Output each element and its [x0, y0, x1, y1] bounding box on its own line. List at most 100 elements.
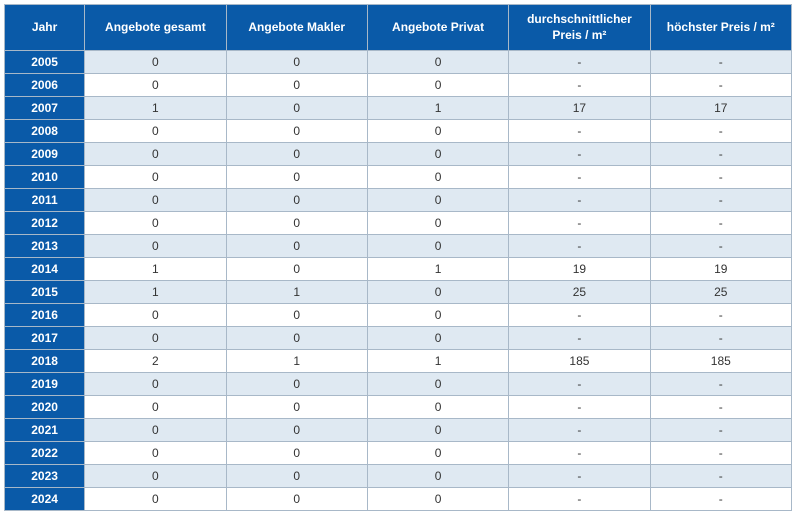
cell-max: -	[650, 442, 791, 465]
cell-makler: 0	[226, 396, 367, 419]
year-cell: 2008	[5, 120, 85, 143]
cell-makler: 0	[226, 189, 367, 212]
cell-privat: 0	[367, 189, 508, 212]
cell-gesamt: 0	[85, 143, 226, 166]
cell-gesamt: 2	[85, 350, 226, 373]
cell-privat: 0	[367, 442, 508, 465]
cell-max: -	[650, 488, 791, 511]
cell-gesamt: 1	[85, 281, 226, 304]
cell-privat: 0	[367, 327, 508, 350]
cell-avg: -	[509, 465, 650, 488]
cell-gesamt: 1	[85, 97, 226, 120]
year-cell: 2018	[5, 350, 85, 373]
cell-max: -	[650, 419, 791, 442]
cell-avg: -	[509, 419, 650, 442]
table-row: 2010000--	[5, 166, 792, 189]
cell-privat: 1	[367, 258, 508, 281]
year-cell: 2011	[5, 189, 85, 212]
table-row: 2016000--	[5, 304, 792, 327]
cell-privat: 0	[367, 419, 508, 442]
col-header-avg: durchschnittlicher Preis / m²	[509, 5, 650, 51]
table-row: 2017000--	[5, 327, 792, 350]
cell-makler: 0	[226, 442, 367, 465]
cell-gesamt: 0	[85, 373, 226, 396]
year-cell: 2021	[5, 419, 85, 442]
cell-max: 19	[650, 258, 791, 281]
cell-gesamt: 0	[85, 212, 226, 235]
cell-gesamt: 0	[85, 166, 226, 189]
cell-makler: 0	[226, 212, 367, 235]
year-cell: 2017	[5, 327, 85, 350]
cell-avg: -	[509, 235, 650, 258]
cell-avg: -	[509, 396, 650, 419]
cell-gesamt: 0	[85, 419, 226, 442]
table-row: 2021000--	[5, 419, 792, 442]
cell-gesamt: 0	[85, 120, 226, 143]
cell-makler: 0	[226, 373, 367, 396]
year-cell: 2014	[5, 258, 85, 281]
cell-avg: -	[509, 166, 650, 189]
cell-privat: 0	[367, 396, 508, 419]
year-cell: 2005	[5, 51, 85, 74]
cell-max: -	[650, 327, 791, 350]
cell-privat: 0	[367, 465, 508, 488]
cell-makler: 0	[226, 304, 367, 327]
table-row: 2020000--	[5, 396, 792, 419]
cell-privat: 0	[367, 281, 508, 304]
table-row: 20071011717	[5, 97, 792, 120]
cell-gesamt: 0	[85, 235, 226, 258]
cell-avg: -	[509, 442, 650, 465]
table-row: 2008000--	[5, 120, 792, 143]
cell-privat: 0	[367, 373, 508, 396]
table-row: 2022000--	[5, 442, 792, 465]
cell-privat: 0	[367, 488, 508, 511]
cell-makler: 0	[226, 235, 367, 258]
year-cell: 2010	[5, 166, 85, 189]
cell-avg: -	[509, 212, 650, 235]
cell-privat: 0	[367, 74, 508, 97]
year-cell: 2022	[5, 442, 85, 465]
cell-max: -	[650, 166, 791, 189]
cell-gesamt: 0	[85, 74, 226, 97]
cell-max: -	[650, 51, 791, 74]
cell-makler: 0	[226, 97, 367, 120]
cell-makler: 0	[226, 419, 367, 442]
cell-max: -	[650, 143, 791, 166]
col-header-privat: Angebote Privat	[367, 5, 508, 51]
cell-privat: 0	[367, 143, 508, 166]
table-row: 2012000--	[5, 212, 792, 235]
cell-privat: 0	[367, 51, 508, 74]
table-row: 2006000--	[5, 74, 792, 97]
table-row: 20141011919	[5, 258, 792, 281]
cell-makler: 0	[226, 327, 367, 350]
cell-max: -	[650, 120, 791, 143]
cell-avg: -	[509, 304, 650, 327]
cell-avg: -	[509, 488, 650, 511]
table-body: 2005000--2006000--200710117172008000--20…	[5, 51, 792, 511]
cell-makler: 0	[226, 51, 367, 74]
cell-makler: 0	[226, 258, 367, 281]
cell-max: -	[650, 373, 791, 396]
cell-max: -	[650, 212, 791, 235]
cell-gesamt: 1	[85, 258, 226, 281]
cell-gesamt: 0	[85, 465, 226, 488]
table-row: 2011000--	[5, 189, 792, 212]
header-row: Jahr Angebote gesamt Angebote Makler Ang…	[5, 5, 792, 51]
cell-gesamt: 0	[85, 488, 226, 511]
cell-privat: 0	[367, 304, 508, 327]
cell-avg: 17	[509, 97, 650, 120]
cell-makler: 0	[226, 74, 367, 97]
year-cell: 2019	[5, 373, 85, 396]
cell-max: -	[650, 304, 791, 327]
cell-gesamt: 0	[85, 396, 226, 419]
cell-gesamt: 0	[85, 51, 226, 74]
cell-avg: 185	[509, 350, 650, 373]
table-row: 2024000--	[5, 488, 792, 511]
price-table: Jahr Angebote gesamt Angebote Makler Ang…	[4, 4, 792, 511]
table-row: 2019000--	[5, 373, 792, 396]
table-row: 2023000--	[5, 465, 792, 488]
cell-avg: -	[509, 373, 650, 396]
cell-avg: -	[509, 74, 650, 97]
cell-makler: 0	[226, 143, 367, 166]
table-row: 2018211185185	[5, 350, 792, 373]
